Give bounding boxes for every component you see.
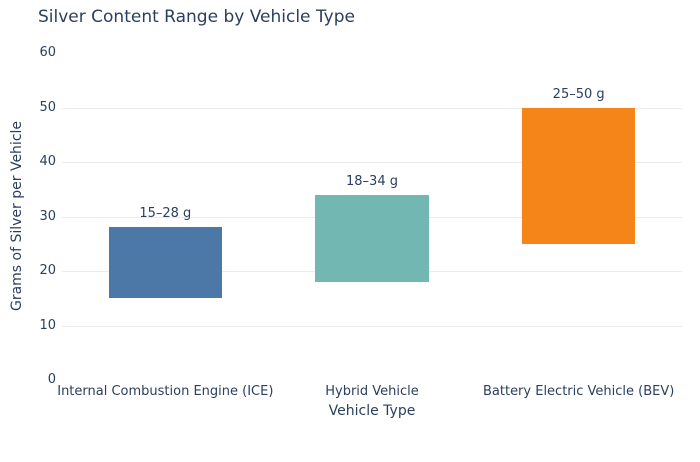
y-tick-label: 10 [39, 317, 56, 333]
bar-range-label: 15–28 g [139, 206, 192, 222]
range-bar [521, 107, 636, 244]
x-tick-label: Hybrid Vehicle [325, 384, 419, 399]
y-tick-label: 30 [39, 208, 56, 224]
y-tick-label: 50 [39, 99, 56, 115]
y-gridline [62, 107, 682, 109]
x-tick-label: Battery Electric Vehicle (BEV) [482, 384, 675, 399]
x-axis-title: Vehicle Type [328, 403, 416, 419]
y-tick-label: 40 [39, 154, 56, 169]
range-bar [315, 194, 429, 282]
chart-title: Silver Content Range by Vehicle Type [38, 7, 355, 27]
range-bar [108, 227, 223, 299]
y-tick-label: 20 [39, 263, 56, 278]
plot-area: 15–28 g 18–34 g 25–50 g [62, 53, 682, 380]
y-tick-label: 60 [39, 45, 56, 60]
y-gridline [62, 162, 682, 163]
bar-range-label: 25–50 g [552, 86, 605, 102]
y-gridline [62, 325, 682, 327]
y-tick-label: 0 [47, 372, 56, 387]
x-tick-label: Internal Combustion Engine (ICE) [57, 384, 274, 399]
bar-range-label: 18–34 g [346, 173, 398, 189]
